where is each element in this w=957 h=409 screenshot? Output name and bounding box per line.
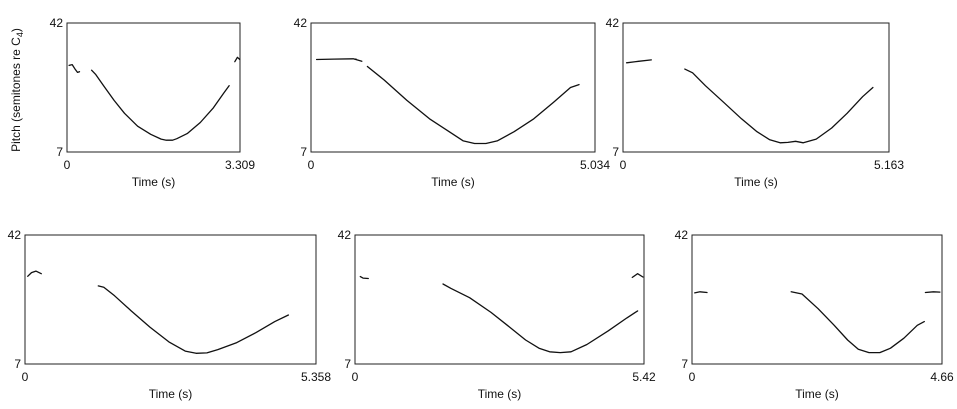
x-tick-label: 0	[308, 158, 315, 172]
pitch-contour-segment	[694, 291, 708, 294]
pitch-contour-segment	[790, 291, 925, 354]
x-axis-label: Time (s)	[431, 175, 475, 189]
y-tick-label: 7	[344, 357, 351, 371]
x-axis-label: Time (s)	[132, 175, 176, 189]
y-tick-label: 7	[56, 145, 63, 159]
x-axis-label: Time (s)	[734, 175, 778, 189]
pitch-contour-segment	[684, 68, 874, 144]
y-tick-label: 42	[675, 228, 689, 242]
pitch-contour-segment	[359, 275, 369, 280]
y-tick-label: 42	[338, 228, 352, 242]
plot-frame	[310, 22, 596, 153]
pitch-contour-segment	[90, 69, 230, 141]
y-tick-label: 42	[606, 16, 620, 30]
x-tick-label: 5.163	[874, 158, 904, 172]
pitch-contour-segment	[924, 291, 941, 294]
plot-frame	[622, 22, 890, 153]
x-axis-label: Time (s)	[149, 387, 193, 401]
plot-frame	[354, 234, 645, 365]
panel-3: 7 42 0 5.163 Time (s)	[606, 16, 905, 189]
y-axis-label: Pitch (semitones re C4)	[9, 28, 25, 152]
y-tick-label: 42	[8, 228, 22, 242]
pitch-contour-segment	[625, 59, 652, 64]
x-tick-label: 0	[22, 370, 29, 384]
x-tick-label: 3.309	[225, 158, 255, 172]
x-tick-label: 5.034	[580, 158, 610, 172]
x-tick-label: 0	[620, 158, 627, 172]
x-tick-label: 5.42	[632, 370, 656, 384]
pitch-contour-segment	[631, 273, 644, 279]
pitch-contour-segment	[315, 58, 363, 62]
x-tick-label: 4.66	[930, 370, 954, 384]
panel-4: 7 42 0 5.358 Time (s)	[8, 228, 332, 401]
y-tick-label: 42	[294, 16, 308, 30]
plot-frame	[691, 234, 943, 365]
x-tick-label: 5.358	[301, 370, 331, 384]
pitch-contour-segment	[68, 63, 81, 74]
pitch-contour-segment	[97, 285, 290, 354]
x-tick-label: 0	[352, 370, 359, 384]
y-tick-label: 42	[50, 16, 64, 30]
pitch-contour-segment	[234, 56, 241, 63]
panel-5: 7 42 0 5.42 Time (s)	[338, 228, 656, 401]
plot-frame	[66, 22, 241, 153]
pitch-contour-segment	[442, 283, 639, 354]
pitch-contour-segment	[27, 270, 42, 277]
panel-6: 7 42 0 4.66 Time (s)	[675, 228, 954, 401]
panel-2: 7 42 0 5.034 Time (s)	[294, 16, 611, 189]
x-tick-label: 0	[64, 158, 71, 172]
pitch-contour-segment	[366, 65, 580, 145]
x-axis-label: Time (s)	[795, 387, 839, 401]
y-tick-label: 7	[300, 145, 307, 159]
y-tick-label: 7	[681, 357, 688, 371]
plot-frame	[24, 234, 317, 365]
y-tick-label: 7	[14, 357, 21, 371]
x-axis-label: Time (s)	[478, 387, 522, 401]
y-tick-label: 7	[612, 145, 619, 159]
panel-1: 7 42 0 3.309 Time (s)	[50, 16, 256, 189]
x-tick-label: 0	[689, 370, 696, 384]
